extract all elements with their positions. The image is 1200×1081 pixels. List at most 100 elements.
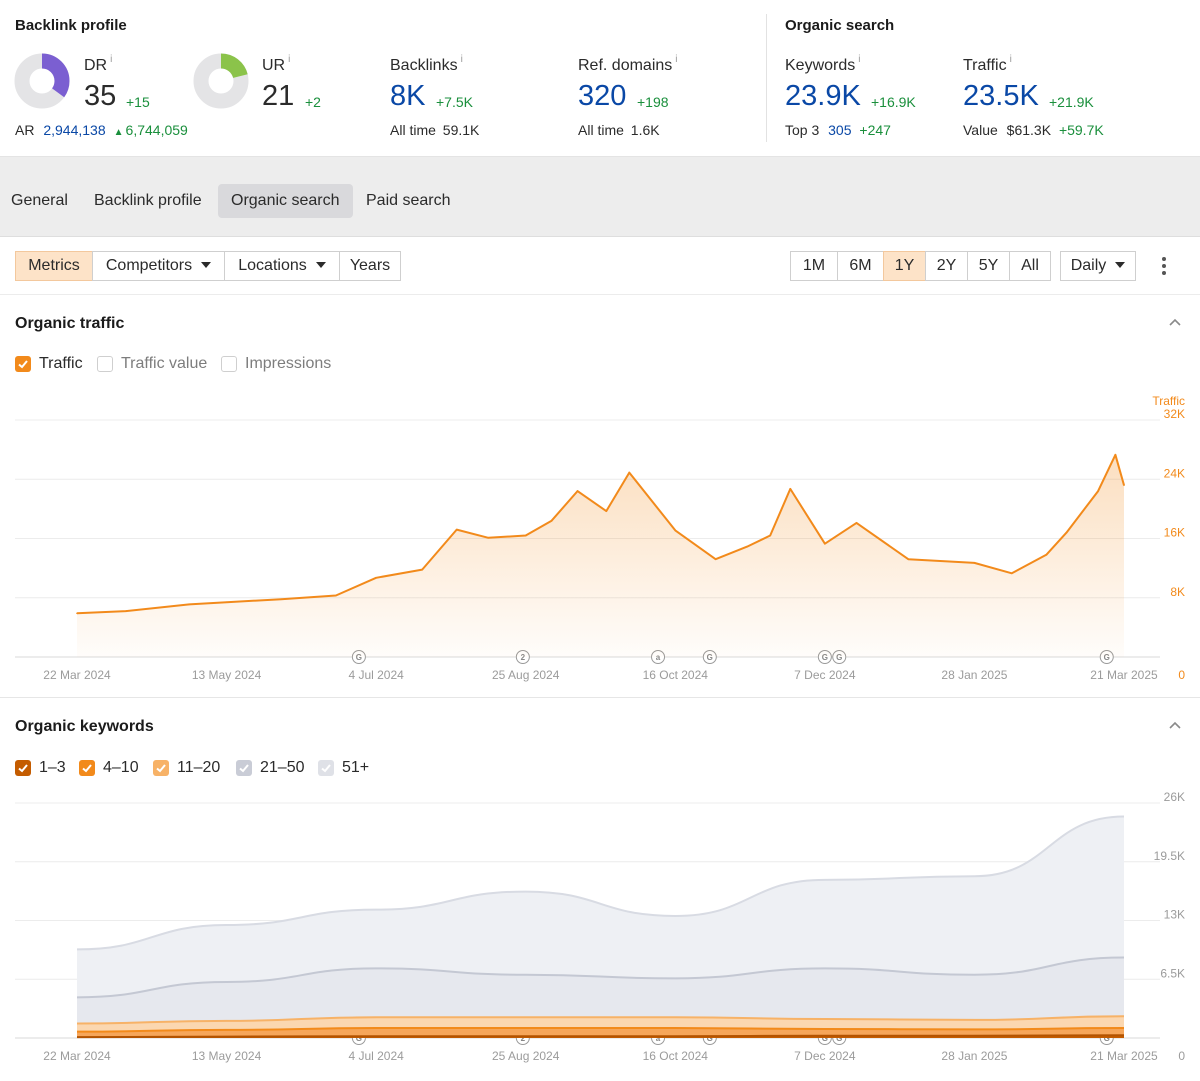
- ar-label: AR: [15, 122, 35, 138]
- range-1m-button[interactable]: 1M: [790, 251, 838, 281]
- organic-keywords-chart[interactable]: 0 6.5K 13K 19.5K 26K 22 Mar 2024 13 May 2024 4 …: [0, 790, 1200, 1075]
- info-icon[interactable]: i: [288, 54, 291, 65]
- metrics-header: Backlink profile Organic search DR i 35 +…: [0, 0, 1200, 157]
- traffic-value[interactable]: 23.5K: [963, 80, 1039, 112]
- ref-domains-value[interactable]: 320: [578, 80, 627, 112]
- checkbox-checked-icon[interactable]: [236, 760, 252, 776]
- section-divider: [766, 14, 767, 142]
- info-icon[interactable]: i: [460, 54, 463, 65]
- checkbox-icon[interactable]: [221, 356, 237, 372]
- keywords-series-line-11-20: [76, 1015, 1125, 1025]
- keywords-series-line-21-50: [76, 956, 1125, 999]
- traffic-value-row: Value $61.3K +59.7K: [963, 122, 1104, 138]
- x-tick-label: 7 Dec 2024: [794, 1049, 856, 1063]
- info-icon[interactable]: i: [858, 54, 861, 65]
- checkbox-checked-icon[interactable]: [79, 760, 95, 776]
- traffic-point: [280, 598, 283, 601]
- ar-row: AR 2,944,138 ▲ 6,744,059: [15, 122, 188, 138]
- backlink-profile-title: Backlink profile: [15, 17, 127, 34]
- range-1y-button[interactable]: 1Y: [883, 251, 926, 281]
- checkbox-icon[interactable]: [97, 356, 113, 372]
- ur-label[interactable]: UR i: [262, 54, 291, 74]
- checkbox-checked-icon[interactable]: [15, 356, 31, 372]
- traffic-point: [1011, 572, 1013, 575]
- svg-text:G: G: [836, 653, 842, 662]
- traffic-point: [714, 558, 717, 561]
- legend-pos-21-50[interactable]: 21–50: [236, 759, 305, 777]
- locations-dropdown[interactable]: Locations: [224, 251, 340, 281]
- traffic-point: [335, 594, 337, 597]
- traffic-label[interactable]: Traffic i: [963, 54, 1012, 74]
- backlinks-value[interactable]: 8K: [390, 80, 426, 112]
- competitors-dropdown[interactable]: Competitors: [92, 251, 225, 281]
- svg-text:2: 2: [521, 653, 526, 662]
- traffic-point: [375, 576, 377, 579]
- dr-label[interactable]: DR i: [84, 54, 113, 74]
- years-button[interactable]: Years: [339, 251, 401, 281]
- traffic-point: [628, 471, 631, 474]
- organic-traffic-title: Organic traffic: [15, 315, 125, 332]
- traffic-point: [824, 542, 826, 545]
- x-tick-label: 21 Mar 2025: [1090, 668, 1158, 682]
- checkbox-checked-icon[interactable]: [15, 760, 31, 776]
- more-options-icon[interactable]: [1158, 257, 1170, 277]
- x-tick-label: 4 Jul 2024: [348, 668, 404, 682]
- traffic-point: [855, 522, 858, 524]
- tab-backlink-profile[interactable]: Backlink profile: [94, 192, 202, 209]
- x-tick-label: 4 Jul 2024: [348, 1049, 404, 1063]
- checkbox-checked-icon[interactable]: [153, 760, 169, 776]
- panel-divider: [0, 697, 1200, 698]
- y-tick-label: 0: [1178, 1049, 1185, 1063]
- collapse-chevron-icon[interactable]: [1168, 719, 1182, 733]
- checkbox-checked-icon[interactable]: [318, 760, 334, 776]
- svg-text:G: G: [836, 1034, 842, 1043]
- tab-organic-search[interactable]: Organic search: [218, 184, 353, 218]
- metrics-button[interactable]: Metrics: [15, 251, 93, 281]
- tab-paid-search[interactable]: Paid search: [366, 192, 451, 209]
- traffic-point: [1045, 553, 1048, 556]
- traffic-point: [605, 510, 608, 512]
- x-tick-label: 25 Aug 2024: [492, 668, 560, 682]
- traffic-point: [746, 545, 748, 548]
- range-2y-button[interactable]: 2Y: [925, 251, 968, 281]
- ar-delta: 6,744,059: [125, 122, 188, 138]
- organic-search-title: Organic search: [785, 17, 895, 34]
- keywords-label[interactable]: Keywords i: [785, 54, 861, 74]
- backlinks-label[interactable]: Backlinks i: [390, 54, 463, 74]
- traffic-area: [77, 454, 1124, 657]
- x-tick-label: 21 Mar 2025: [1090, 1049, 1158, 1063]
- info-icon[interactable]: i: [1009, 54, 1012, 65]
- legend-pos-1-3[interactable]: 1–3: [15, 759, 66, 777]
- svg-text:a: a: [656, 653, 661, 662]
- x-tick-label: 13 May 2024: [192, 1049, 262, 1063]
- x-tick-label: 22 Mar 2024: [43, 1049, 111, 1063]
- donut-fill: [193, 53, 249, 109]
- traffic-point: [524, 534, 527, 537]
- keywords-value[interactable]: 23.9K: [785, 80, 861, 112]
- ref-domains-label[interactable]: Ref. domains i: [578, 54, 678, 74]
- collapse-chevron-icon[interactable]: [1168, 316, 1182, 330]
- ar-value[interactable]: 2,944,138: [43, 122, 106, 138]
- tab-general[interactable]: General: [11, 192, 68, 209]
- traffic-series-line: [76, 453, 1125, 615]
- keywords-series-line-51-: [76, 815, 1125, 951]
- legend-pos-51-plus[interactable]: 51+: [318, 759, 369, 777]
- range-all-button[interactable]: All: [1009, 251, 1051, 281]
- interval-dropdown[interactable]: Daily: [1060, 251, 1136, 281]
- legend-traffic-value[interactable]: Traffic value: [97, 355, 207, 373]
- info-icon[interactable]: i: [675, 54, 678, 65]
- traffic-point: [550, 519, 553, 522]
- keywords-series-line-1-3: [76, 1034, 1125, 1039]
- x-tick-label: 28 Jan 2025: [941, 1049, 1007, 1063]
- legend-pos-11-20[interactable]: 11–20: [153, 759, 220, 777]
- legend-pos-4-10[interactable]: 4–10: [79, 759, 139, 777]
- range-6m-button[interactable]: 6M: [837, 251, 884, 281]
- legend-impressions[interactable]: Impressions: [221, 355, 331, 373]
- traffic-point: [225, 601, 228, 603]
- donut-fill: [14, 53, 70, 109]
- info-icon[interactable]: i: [110, 54, 113, 65]
- range-5y-button[interactable]: 5Y: [967, 251, 1010, 281]
- y-tick-label: 32K: [1164, 407, 1185, 421]
- legend-traffic[interactable]: Traffic: [15, 355, 83, 373]
